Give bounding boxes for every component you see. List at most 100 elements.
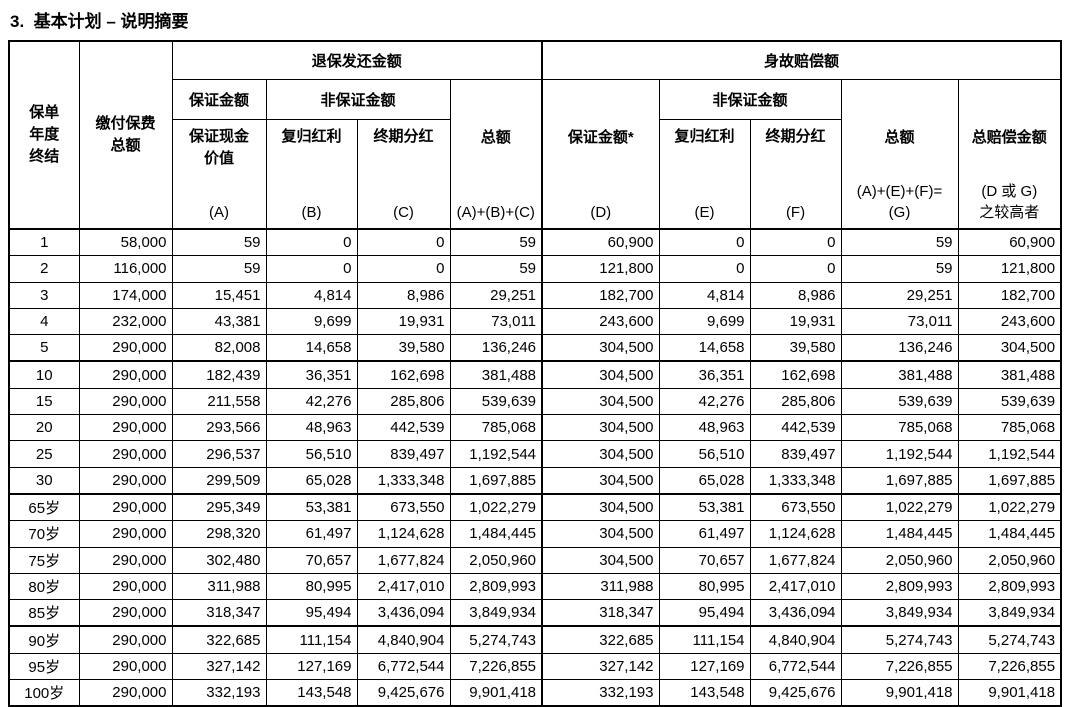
header-surrender-guaranteed: 保证金额 xyxy=(171,78,267,120)
cell-total-g: 2,050,960 xyxy=(840,546,959,574)
cell-td-c: 0 xyxy=(356,255,451,283)
table-row: 1 58,000 59 0 0 59 60,900 0 0 59 60,900 xyxy=(8,228,1062,257)
cell-td-f: 6,772,544 xyxy=(749,652,842,681)
header-total-claim-label: 总赔偿金额 xyxy=(971,128,1047,146)
cell-higher-dg: 785,068 xyxy=(957,414,1062,442)
cell-policy-year: 2 xyxy=(8,255,80,283)
cell-premium: 290,000 xyxy=(78,360,173,389)
cell-guaranteed-d: 311,988 xyxy=(541,572,660,601)
cell-policy-year: 10 xyxy=(8,360,80,389)
cell-gcv-a: 298,320 xyxy=(171,520,267,548)
cell-guaranteed-d: 304,500 xyxy=(541,546,660,574)
cell-guaranteed-d: 304,500 xyxy=(541,334,660,362)
header-surrender-section: 退保发还金额 xyxy=(171,40,543,80)
cell-rb-e: 53,381 xyxy=(658,492,751,522)
cell-td-c: 162,698 xyxy=(356,360,451,389)
cell-rb-b: 56,510 xyxy=(265,440,358,468)
cell-gcv-a: 293,566 xyxy=(171,414,267,442)
page-title: 3. 基本计划 – 说明摘要 xyxy=(10,12,189,31)
cell-higher-dg: 1,192,544 xyxy=(957,440,1062,468)
header-policy-year-label: 保单 年度 终结 xyxy=(29,104,60,165)
cell-policy-year: 95岁 xyxy=(8,652,80,681)
cell-higher-dg: 1,484,445 xyxy=(957,520,1062,548)
cell-rb-e: 0 xyxy=(658,228,751,257)
cell-higher-dg: 2,050,960 xyxy=(957,546,1062,574)
cell-guaranteed-d: 182,700 xyxy=(541,281,660,309)
cell-policy-year: 25 xyxy=(8,440,80,468)
cell-premium: 58,000 xyxy=(78,228,173,257)
cell-premium: 116,000 xyxy=(78,255,173,283)
cell-gcv-a: 302,480 xyxy=(171,546,267,574)
cell-rb-b: 111,154 xyxy=(265,625,358,654)
cell-rb-b: 0 xyxy=(265,255,358,283)
cell-total-abc: 73,011 xyxy=(449,307,543,336)
cell-policy-year: 1 xyxy=(8,228,80,257)
header-premium-total: 缴付保费 总额 xyxy=(78,40,173,230)
cell-td-f: 39,580 xyxy=(749,334,842,362)
cell-guaranteed-d: 304,500 xyxy=(541,414,660,442)
cell-gcv-a: 182,439 xyxy=(171,360,267,389)
cell-total-g: 136,246 xyxy=(840,334,959,362)
cell-policy-year: 75岁 xyxy=(8,546,80,574)
cell-td-f: 285,806 xyxy=(749,387,842,416)
cell-premium: 290,000 xyxy=(78,387,173,416)
cell-higher-dg: 7,226,855 xyxy=(957,652,1062,681)
cell-total-abc: 136,246 xyxy=(449,334,543,362)
cell-total-abc: 1,484,445 xyxy=(449,520,543,548)
cell-policy-year: 30 xyxy=(8,466,80,495)
cell-premium: 290,000 xyxy=(78,414,173,442)
cell-total-g: 1,192,544 xyxy=(840,440,959,468)
cell-higher-dg: 304,500 xyxy=(957,334,1062,362)
cell-rb-b: 127,169 xyxy=(265,652,358,681)
table-row: 90岁 290,000 322,685 111,154 4,840,904 5,274,7… xyxy=(8,625,1062,654)
cell-total-abc: 1,697,885 xyxy=(449,466,543,495)
cell-rb-b: 53,381 xyxy=(265,492,358,522)
header-td-label-2: 终期分红 xyxy=(765,127,826,145)
cell-premium: 290,000 xyxy=(78,334,173,362)
header-rb-label: 复归红利 xyxy=(281,127,342,145)
cell-td-f: 19,931 xyxy=(749,307,842,336)
cell-rb-b: 61,497 xyxy=(265,520,358,548)
cell-td-f: 1,333,348 xyxy=(749,466,842,495)
table-row: 70岁 290,000 298,320 61,497 1,124,628 1,484,44… xyxy=(8,520,1062,548)
cell-td-c: 442,539 xyxy=(356,414,451,442)
cell-td-c: 1,677,824 xyxy=(356,546,451,574)
cell-rb-e: 48,963 xyxy=(658,414,751,442)
cell-gcv-a: 322,685 xyxy=(171,625,267,654)
cell-guaranteed-d: 304,500 xyxy=(541,520,660,548)
cell-total-g: 7,226,855 xyxy=(840,652,959,681)
cell-gcv-a: 311,988 xyxy=(171,572,267,601)
cell-guaranteed-d: 243,600 xyxy=(541,307,660,336)
table-row: 95岁 290,000 327,142 127,169 6,772,544 7,226,8… xyxy=(8,652,1062,681)
cell-rb-e: 4,814 xyxy=(658,281,751,309)
cell-higher-dg: 182,700 xyxy=(957,281,1062,309)
cell-policy-year: 20 xyxy=(8,414,80,442)
table-row: 20 290,000 293,566 48,963 442,539 785,068 304,… xyxy=(8,414,1062,442)
cell-total-abc: 7,226,855 xyxy=(449,652,543,681)
header-letter-abc: (A)+(B)+(C) xyxy=(456,203,535,221)
table-row: 4 232,000 43,381 9,699 19,931 73,011 243,600 9,… xyxy=(8,307,1062,336)
cell-higher-dg: 9,901,418 xyxy=(957,679,1062,707)
cell-policy-year: 80岁 xyxy=(8,572,80,601)
header-surrender-terminal-dividend: 终期分红 (C) xyxy=(356,118,451,230)
header-td-label: 终期分红 xyxy=(373,127,434,145)
cell-rb-e: 80,995 xyxy=(658,572,751,601)
cell-total-abc: 1,022,279 xyxy=(449,492,543,522)
cell-higher-dg: 2,809,993 xyxy=(957,572,1062,601)
cell-td-f: 162,698 xyxy=(749,360,842,389)
header-premium-total-label: 缴付保费 总额 xyxy=(95,115,156,154)
header-surrender-total: 总额 (A)+(B)+(C) xyxy=(449,78,543,230)
cell-rb-b: 42,276 xyxy=(265,387,358,416)
cell-td-c: 0 xyxy=(356,228,451,257)
cell-td-c: 9,425,676 xyxy=(356,679,451,707)
cell-higher-dg: 3,849,934 xyxy=(957,599,1062,627)
cell-policy-year: 5 xyxy=(8,334,80,362)
cell-total-g: 1,484,445 xyxy=(840,520,959,548)
cell-gcv-a: 211,558 xyxy=(171,387,267,416)
cell-rb-b: 9,699 xyxy=(265,307,358,336)
cell-total-g: 5,274,743 xyxy=(840,625,959,654)
cell-policy-year: 3 xyxy=(8,281,80,309)
cell-td-f: 1,124,628 xyxy=(749,520,842,548)
cell-total-abc: 3,849,934 xyxy=(449,599,543,627)
cell-rb-e: 61,497 xyxy=(658,520,751,548)
